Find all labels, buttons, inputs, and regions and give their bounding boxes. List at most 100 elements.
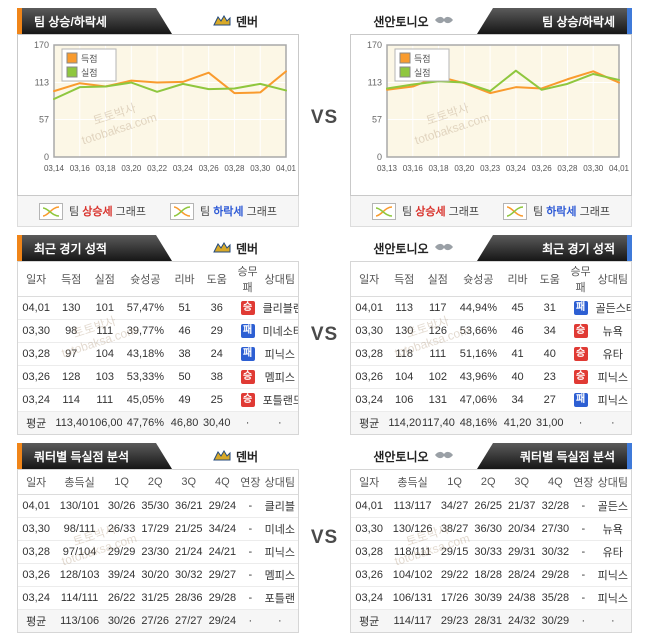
col-header: 일자 bbox=[18, 262, 55, 297]
svg-text:03,14: 03,14 bbox=[44, 164, 65, 173]
cell: 미네소타 bbox=[261, 319, 298, 343]
trend-chart-panel-left: 170 113 57 0 03,14 03,16 03,18 03,20 03,22 03,24 0… bbox=[17, 34, 299, 196]
cell: 98/111 bbox=[54, 517, 105, 541]
svg-text:113: 113 bbox=[35, 78, 49, 88]
avg-cell: 113/106 bbox=[54, 609, 105, 632]
average-row: 평균 113,40 106,00 47,76% 46,80 30,40 · · bbox=[18, 411, 298, 434]
cell: 39/24 bbox=[104, 563, 139, 587]
graph-legend-left: 팀 상승세 그래프 팀 하락세 그래프 bbox=[17, 196, 299, 227]
avg-cell: 106,00 bbox=[87, 411, 122, 434]
cell: 28/36 bbox=[171, 586, 206, 610]
svg-text:03,24: 03,24 bbox=[173, 164, 194, 173]
quarter-right-table: 일자 총득실 1Q 2Q 3Q 4Q 연장 상대팀 04,01 113/117 34/27 26/25… bbox=[351, 470, 631, 632]
quarter-left-column: 쿼터별 득실점 분석 덴버 토토박사 totobaksa.com 일자 총득실 1Q 2… bbox=[17, 443, 299, 633]
cell: 104/102 bbox=[387, 563, 438, 587]
recent-right-column: 샌안토니오 최근 경기 성적 토토박사 totobaksa.com 일자 득점 실점 슛… bbox=[350, 235, 632, 435]
cell: 30/32 bbox=[171, 563, 206, 587]
recent-title-tab: 최근 경기 성적 bbox=[22, 235, 172, 261]
team-right-label: 샌안토니오 bbox=[350, 235, 477, 261]
col-header: 승무패 bbox=[566, 262, 595, 297]
svg-text:03,28: 03,28 bbox=[557, 164, 578, 173]
result-cell: 패 bbox=[233, 319, 262, 343]
result-badge: 승 bbox=[240, 370, 255, 384]
svg-text:170: 170 bbox=[367, 40, 382, 50]
svg-text:득점: 득점 bbox=[81, 53, 98, 64]
cell: 34 bbox=[532, 319, 567, 343]
cell: 유타 bbox=[594, 540, 631, 564]
recent-left-column: 최근 경기 성적 덴버 토토박사 totobaksa.com 일자 득점 실점 슛성공 리… bbox=[17, 235, 299, 435]
svg-text:03,24: 03,24 bbox=[506, 164, 527, 173]
table-row: 03,28 97/104 29/29 23/30 21/24 24/21- 피닉스 bbox=[18, 540, 298, 564]
team-right-name: 샌안토니오 bbox=[373, 14, 429, 29]
avg-cell: 46,80 bbox=[169, 411, 200, 434]
cell: 104 bbox=[87, 342, 122, 366]
cell: 38/27 bbox=[437, 517, 472, 541]
cell: 멤피스 bbox=[261, 365, 298, 389]
cell: 멤피스 bbox=[261, 563, 298, 587]
vs-label: VS bbox=[310, 106, 339, 128]
result-cell: 승 bbox=[566, 365, 595, 389]
quarter-title: 쿼터별 득실점 분석 bbox=[520, 449, 615, 464]
svg-text:득점: 득점 bbox=[414, 53, 431, 64]
cell: 36/30 bbox=[471, 517, 505, 541]
result-badge: 승 bbox=[573, 347, 588, 361]
cell: - bbox=[239, 586, 262, 610]
svg-text:03,16: 03,16 bbox=[403, 164, 424, 173]
svg-text:03,28: 03,28 bbox=[224, 164, 245, 173]
cell: 49 bbox=[169, 388, 200, 412]
cell: 53,33% bbox=[121, 365, 170, 389]
svg-text:03,23: 03,23 bbox=[480, 164, 501, 173]
recent-table-left: 토토박사 totobaksa.com 일자 득점 실점 슛성공 리바 도움 승무패 상대팀 04,… bbox=[17, 261, 299, 435]
avg-cell: 113,40 bbox=[54, 411, 88, 434]
recent-table-right: 토토박사 totobaksa.com 일자 득점 실점 슛성공 리바 도움 승무패 상대팀 04,… bbox=[350, 261, 632, 435]
result-cell: 패 bbox=[566, 296, 595, 320]
col-header: 총득실 bbox=[54, 470, 105, 495]
cell: - bbox=[572, 540, 595, 564]
quarter-left-table: 일자 총득실 1Q 2Q 3Q 4Q 연장 상대팀 04,01 130/101 30/26 35/30… bbox=[18, 470, 298, 632]
svg-text:03,18: 03,18 bbox=[96, 164, 117, 173]
recent-title: 최근 경기 성적 bbox=[34, 241, 107, 256]
svg-text:0: 0 bbox=[44, 152, 49, 162]
cell: 03,28 bbox=[18, 342, 55, 366]
col-header: 도움 bbox=[199, 262, 234, 297]
col-header: 1Q bbox=[104, 470, 139, 495]
col-header: 4Q bbox=[205, 470, 240, 495]
cell: 31 bbox=[532, 296, 567, 320]
cell: 30/39 bbox=[471, 586, 505, 610]
quarter-table-left: 토토박사 totobaksa.com 일자 총득실 1Q 2Q 3Q 4Q 연장 상대팀 04,0… bbox=[17, 469, 299, 633]
cell: 43,96% bbox=[454, 365, 503, 389]
col-header: 상대팀 bbox=[594, 470, 631, 495]
col-header: 연장 bbox=[239, 470, 262, 495]
avg-cell: · bbox=[572, 609, 595, 632]
team-right-label: 샌안토니오 bbox=[350, 443, 477, 469]
team-left-label: 덴버 bbox=[172, 443, 299, 469]
cell: 131 bbox=[420, 388, 455, 412]
cell: 97 bbox=[54, 342, 88, 366]
cell: 21/25 bbox=[171, 517, 206, 541]
result-badge: 패 bbox=[240, 347, 255, 361]
cell: 34/27 bbox=[437, 494, 472, 518]
graph-legend-right: 팀 상승세 그래프 팀 하락세 그래프 bbox=[350, 196, 632, 227]
cell: 17/26 bbox=[437, 586, 472, 610]
average-row: 평균 113/106 30/26 27/26 27/27 29/24 · · bbox=[18, 609, 298, 632]
orange-accent-bar bbox=[17, 235, 22, 261]
cell: 47,06% bbox=[454, 388, 503, 412]
vs-label: VS bbox=[310, 324, 339, 345]
result-badge: 패 bbox=[573, 301, 588, 315]
result-badge: 패 bbox=[240, 324, 255, 338]
col-header: 상대팀 bbox=[261, 262, 298, 297]
cell: 20/34 bbox=[504, 517, 539, 541]
col-header: 득점 bbox=[387, 262, 421, 297]
col-header: 실점 bbox=[420, 262, 455, 297]
team-left-label: 덴버 bbox=[172, 235, 299, 261]
team-right-name: 샌안토니오 bbox=[373, 241, 429, 256]
cell: 32/28 bbox=[538, 494, 573, 518]
trend-down-legend: 팀 하락세 그래프 bbox=[170, 202, 277, 220]
cell: 03,30 bbox=[18, 319, 55, 343]
spurs-logo-icon bbox=[434, 14, 454, 28]
cell: 21/24 bbox=[171, 540, 206, 564]
cell: 128/103 bbox=[54, 563, 105, 587]
avg-cell: 28/31 bbox=[471, 609, 505, 632]
